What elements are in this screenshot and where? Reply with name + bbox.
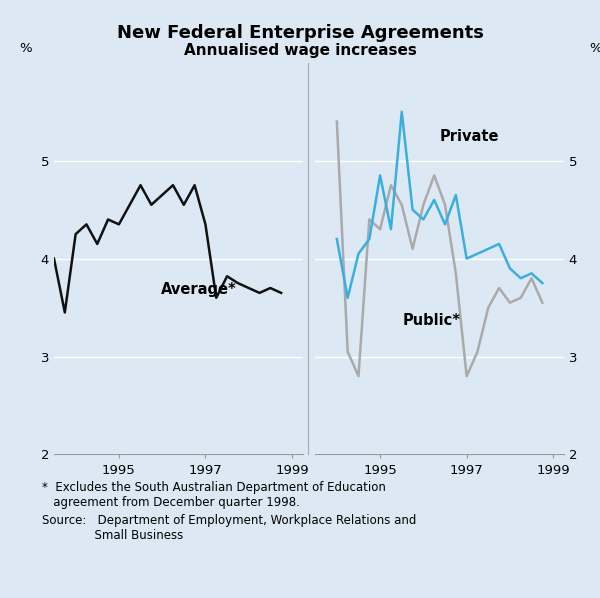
Text: Private: Private [440, 129, 499, 144]
Text: *  Excludes the South Australian Department of Education: * Excludes the South Australian Departme… [42, 481, 386, 495]
Text: Average*: Average* [161, 282, 237, 297]
Text: Small Business: Small Business [42, 529, 183, 542]
Text: New Federal Enterprise Agreements: New Federal Enterprise Agreements [116, 24, 484, 42]
Text: Annualised wage increases: Annualised wage increases [184, 43, 416, 58]
Text: Public*: Public* [402, 313, 460, 328]
Text: Source:   Department of Employment, Workplace Relations and: Source: Department of Employment, Workpl… [42, 514, 416, 527]
Text: %: % [589, 42, 600, 55]
Text: %: % [19, 42, 32, 55]
Text: agreement from December quarter 1998.: agreement from December quarter 1998. [42, 496, 300, 509]
